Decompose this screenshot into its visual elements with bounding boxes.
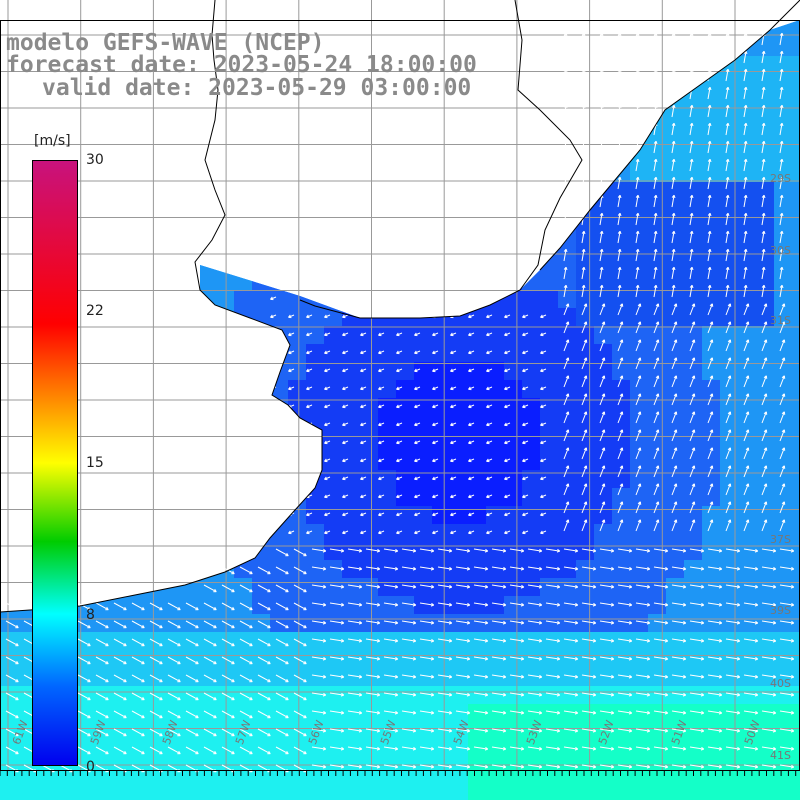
lat-label-0: 29S <box>770 172 791 185</box>
forecast-date: forecast date: 2023-05-24 18:00:00 <box>6 52 477 78</box>
lat-label-1: 30S <box>770 244 791 257</box>
model-title: modelo GEFS-WAVE (NCEP) <box>6 30 325 56</box>
valid-date: valid date: 2023-05-29 03:00:00 <box>42 75 472 101</box>
colorbar-tick-30: 30 <box>86 152 104 168</box>
colorbar-tick-22: 22 <box>86 303 104 319</box>
colorbar-tick-8: 8 <box>86 607 95 623</box>
colorbar-unit: [m/s] <box>34 133 71 149</box>
lat-label-6: 41S <box>770 749 791 762</box>
lat-label-3: 37S <box>770 533 791 546</box>
lat-label-5: 40S <box>770 677 791 690</box>
lat-label-2: 31S <box>770 314 791 327</box>
lat-label-4: 39S <box>770 604 791 617</box>
colorbar-tick-15: 15 <box>86 455 104 471</box>
colorbar-tick-0: 0 <box>86 759 95 775</box>
colorbar <box>32 160 78 766</box>
